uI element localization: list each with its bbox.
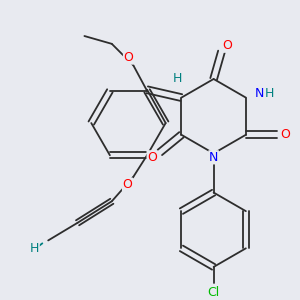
- Text: O: O: [147, 151, 157, 164]
- Text: N: N: [209, 151, 218, 164]
- Text: N: N: [255, 87, 264, 100]
- Text: O: O: [280, 128, 290, 141]
- Text: H: H: [265, 87, 274, 100]
- Text: O: O: [222, 39, 232, 52]
- Text: O: O: [124, 51, 134, 64]
- Text: H: H: [30, 242, 39, 255]
- Text: H: H: [173, 71, 182, 85]
- Text: O: O: [122, 178, 132, 191]
- Text: Cl: Cl: [208, 286, 220, 299]
